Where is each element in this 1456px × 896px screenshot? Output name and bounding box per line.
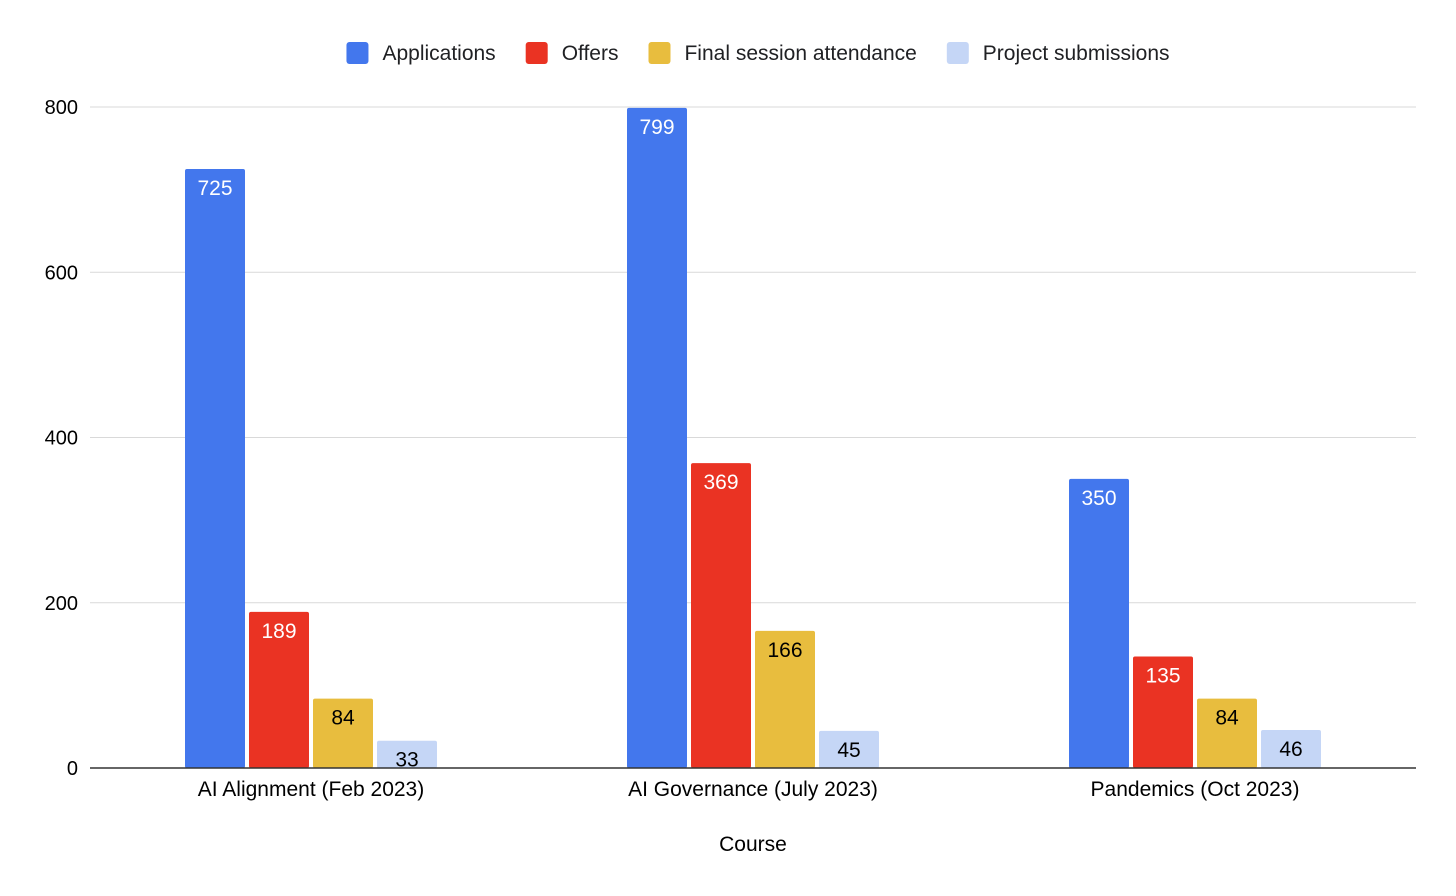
y-tick-label: 200: [45, 593, 78, 615]
y-tick-label: 600: [45, 262, 78, 284]
legend-label: Project submissions: [983, 42, 1170, 65]
y-tick-label: 400: [45, 428, 78, 450]
legend-label: Offers: [562, 42, 619, 65]
bar-project-submissions-3: [1261, 729, 1321, 768]
legend-item-final-session-attendance[interactable]: Final session attendance: [648, 42, 917, 65]
y-axis-ticks: 0 200 400 600 800: [45, 97, 78, 780]
data-label-offers-1: 189: [261, 620, 296, 643]
legend-item-applications[interactable]: Applications: [346, 42, 496, 65]
bars: [185, 107, 1321, 769]
bar-offers-2: [691, 463, 751, 768]
legend-swatch: [946, 42, 969, 64]
y-tick-label: 0: [67, 758, 78, 780]
legend: Applications Offers Final session attendan…: [346, 42, 1170, 65]
data-label-final-session-attendance-2: 166: [767, 639, 802, 662]
data-label-applications-2: 799: [639, 116, 674, 139]
y-tick-label: 800: [45, 97, 78, 119]
data-label-applications-3: 350: [1081, 487, 1116, 510]
bar-offers-1: [249, 611, 309, 768]
x-category-label: AI Alignment (Feb 2023): [198, 778, 424, 801]
legend-swatch: [346, 42, 369, 64]
bar-project-submissions-2: [819, 730, 879, 768]
data-label-offers-2: 369: [703, 471, 738, 494]
bar-project-submissions-1: [377, 740, 437, 768]
bar-applications-1: [185, 168, 245, 768]
legend-item-offers[interactable]: Offers: [525, 42, 619, 65]
legend-label: Applications: [382, 42, 495, 65]
bar-final-session-attendance-3: [1197, 698, 1257, 768]
data-label-final-session-attendance-1: 84: [331, 707, 355, 730]
data-labels: 725 189 84 33 799 369 166 45 350 135 84 46: [197, 116, 1302, 772]
x-axis-title: Course: [719, 833, 787, 856]
legend-label: Final session attendance: [684, 42, 916, 65]
bar-applications-3: [1069, 478, 1129, 768]
legend-item-project-submissions[interactable]: Project submissions: [946, 42, 1170, 65]
data-label-applications-1: 725: [197, 177, 232, 200]
data-label-project-submissions-2: 45: [837, 739, 860, 762]
legend-swatch: [648, 42, 671, 64]
legend-swatch: [525, 42, 548, 64]
data-label-offers-3: 135: [1145, 664, 1180, 687]
gridlines: [90, 106, 1416, 604]
data-label-final-session-attendance-3: 84: [1215, 707, 1239, 730]
bar-applications-2: [627, 107, 687, 769]
x-category-label: Pandemics (Oct 2023): [1091, 778, 1300, 801]
data-label-project-submissions-1: 33: [395, 749, 418, 772]
x-category-label: AI Governance (July 2023): [628, 778, 878, 801]
data-label-project-submissions-3: 46: [1279, 738, 1302, 761]
bar-final-session-attendance-2: [755, 630, 815, 768]
bar-final-session-attendance-1: [313, 698, 373, 768]
x-axis-categories: AI Alignment (Feb 2023) AI Governance (Ju…: [198, 778, 1300, 801]
bar-offers-3: [1133, 656, 1193, 768]
